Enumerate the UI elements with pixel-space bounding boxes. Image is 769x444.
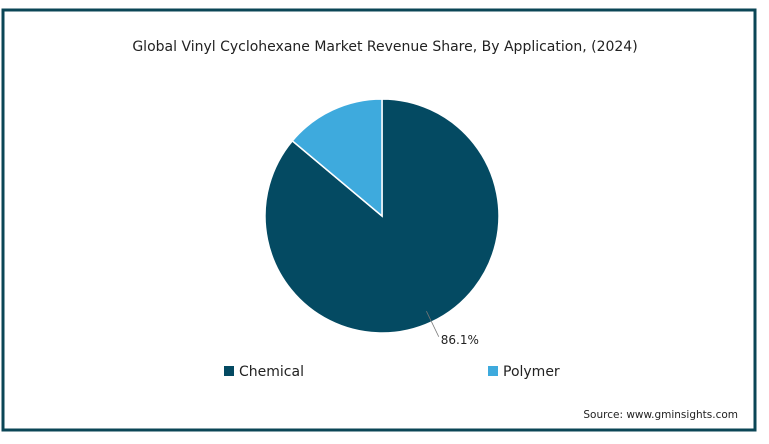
pie-slice [291,98,383,218]
data-label: 86.1% [441,333,479,347]
legend-label: Chemical [239,364,304,380]
leader-line [426,310,440,337]
chart-title: Global Vinyl Cyclohexane Market Revenue … [132,39,637,55]
legend-swatch [488,366,498,376]
legend-swatch [224,366,234,376]
legend-label: Polymer [503,364,560,380]
source-note: Source: www.gminsights.com [583,409,738,421]
